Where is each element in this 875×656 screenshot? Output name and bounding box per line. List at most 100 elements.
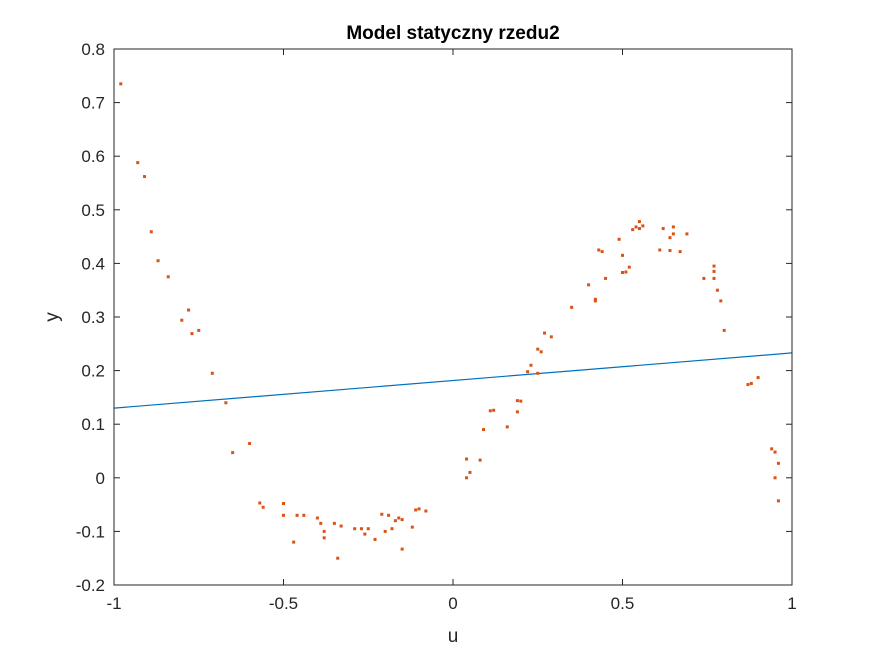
data-point bbox=[414, 508, 418, 512]
x-tick-label: -0.5 bbox=[269, 594, 298, 613]
data-point bbox=[315, 516, 319, 520]
data-point bbox=[417, 507, 421, 511]
ticks-layer: -1 -0.5 0 0.5 1 -0.2 -0.1 0 0.1 0.2 0.3 0.4 0.5 0.6 0.… bbox=[76, 40, 797, 613]
data-point bbox=[712, 276, 716, 280]
y-tick-label: 0.6 bbox=[81, 147, 105, 166]
data-point bbox=[261, 505, 265, 509]
data-point bbox=[746, 383, 750, 387]
data-point bbox=[593, 299, 597, 303]
data-point bbox=[224, 401, 228, 405]
data-point bbox=[488, 409, 492, 413]
data-point bbox=[397, 516, 401, 520]
data-point bbox=[482, 428, 486, 432]
y-tick-label: -0.2 bbox=[76, 576, 105, 595]
data-point bbox=[719, 299, 723, 303]
data-point bbox=[282, 502, 285, 506]
data-point bbox=[292, 540, 296, 544]
data-point bbox=[424, 509, 428, 513]
data-point bbox=[627, 265, 631, 269]
data-point bbox=[621, 253, 624, 257]
data-point bbox=[600, 250, 604, 254]
data-point bbox=[363, 532, 367, 536]
x-axis-label: u bbox=[448, 626, 459, 647]
data-point bbox=[492, 408, 496, 412]
data-point bbox=[353, 527, 357, 531]
data-point bbox=[339, 524, 343, 528]
data-point bbox=[678, 250, 682, 254]
data-point bbox=[149, 230, 153, 234]
chart-title: Model statyczny rzedu2 bbox=[346, 23, 559, 44]
data-point bbox=[505, 425, 509, 429]
data-point bbox=[180, 318, 184, 322]
data-point bbox=[641, 224, 645, 228]
data-point bbox=[668, 249, 672, 253]
data-point bbox=[322, 536, 326, 540]
data-point bbox=[336, 556, 340, 560]
data-point bbox=[597, 248, 601, 252]
data-point bbox=[187, 308, 191, 312]
data-point bbox=[671, 232, 675, 236]
data-point bbox=[119, 82, 123, 86]
data-point bbox=[366, 527, 370, 531]
data-point bbox=[776, 461, 780, 465]
y-tick-label: 0.3 bbox=[81, 308, 105, 327]
data-point bbox=[529, 363, 533, 367]
data-point bbox=[776, 499, 780, 503]
data-point bbox=[770, 447, 774, 451]
y-tick-label: -0.1 bbox=[76, 522, 105, 541]
data-point bbox=[258, 501, 262, 505]
data-point bbox=[536, 347, 540, 351]
data-point bbox=[526, 370, 530, 374]
y-tick-label: 0.4 bbox=[81, 254, 105, 273]
series-layer bbox=[113, 82, 793, 560]
data-point bbox=[749, 381, 753, 385]
data-point bbox=[536, 371, 540, 375]
data-point bbox=[604, 276, 608, 280]
data-point bbox=[543, 331, 547, 335]
x-tick-label: 1 bbox=[787, 594, 796, 613]
data-point bbox=[383, 529, 387, 533]
data-point bbox=[661, 227, 665, 231]
data-point bbox=[190, 332, 194, 336]
data-point bbox=[671, 225, 675, 229]
data-point bbox=[393, 519, 397, 523]
data-point bbox=[631, 228, 635, 232]
x-tick-label: -1 bbox=[106, 594, 121, 613]
data-point bbox=[465, 476, 469, 480]
data-point bbox=[332, 521, 336, 525]
data-point bbox=[359, 527, 363, 531]
data-point bbox=[197, 328, 201, 332]
data-point bbox=[637, 220, 641, 224]
data-point bbox=[519, 399, 523, 403]
data-point bbox=[322, 529, 326, 533]
data-point bbox=[617, 237, 621, 241]
data-point bbox=[302, 513, 306, 517]
plot-area bbox=[114, 49, 792, 585]
data-point bbox=[702, 276, 706, 280]
data-point bbox=[210, 371, 214, 375]
data-point bbox=[539, 350, 543, 354]
data-point bbox=[658, 248, 662, 252]
data-point bbox=[390, 527, 394, 531]
data-point bbox=[387, 513, 391, 517]
fit-line bbox=[113, 352, 793, 409]
data-point bbox=[468, 470, 472, 474]
data-point bbox=[248, 442, 252, 445]
data-point bbox=[715, 288, 719, 292]
y-tick-label: 0 bbox=[96, 469, 105, 488]
y-tick-label: 0.8 bbox=[81, 40, 105, 59]
data-point bbox=[465, 457, 469, 461]
data-point bbox=[621, 271, 624, 275]
data-point bbox=[410, 525, 414, 529]
data-point bbox=[593, 297, 597, 301]
data-point bbox=[166, 275, 170, 279]
x-tick-label: 0 bbox=[448, 594, 457, 613]
y-tick-label: 0.7 bbox=[81, 94, 105, 113]
data-point bbox=[156, 259, 160, 263]
data-point bbox=[319, 521, 323, 525]
x-tick-label: 0.5 bbox=[611, 594, 635, 613]
data-point bbox=[634, 225, 638, 229]
data-point bbox=[712, 269, 716, 273]
data-point bbox=[712, 264, 716, 268]
data-point bbox=[136, 161, 140, 165]
